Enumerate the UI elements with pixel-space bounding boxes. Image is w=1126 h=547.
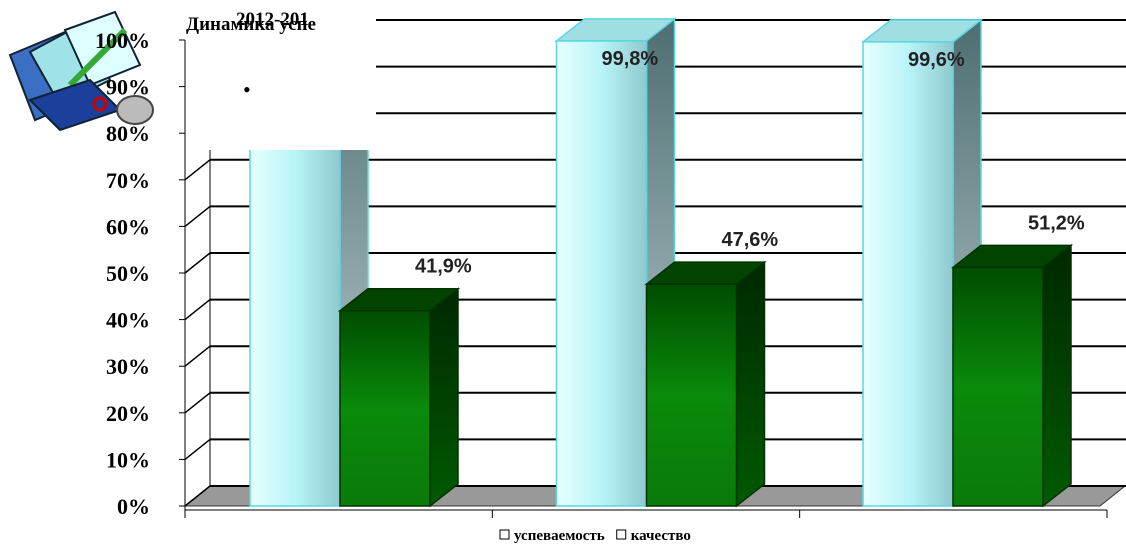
bar <box>644 260 767 508</box>
y-tick-label: 90% <box>106 75 150 100</box>
y-tick-label: 70% <box>106 168 150 193</box>
bar-front <box>645 283 738 507</box>
value-label: 99,6% <box>908 49 965 71</box>
bar <box>950 243 1074 508</box>
wall-line <box>184 252 211 274</box>
legend-marker <box>499 529 510 540</box>
bar-side <box>429 287 459 508</box>
logo-icon <box>8 10 154 132</box>
bar-front <box>339 309 431 507</box>
wall-line <box>184 485 211 507</box>
legend-label: качество <box>631 528 691 544</box>
y-tick-label: 100% <box>95 28 150 53</box>
wall-line <box>184 299 211 321</box>
y-tick-label: 40% <box>106 308 150 333</box>
wall-line <box>184 345 211 367</box>
bar-side <box>735 260 766 508</box>
legend-marker <box>616 529 627 540</box>
wall-line <box>184 205 211 227</box>
y-tick-label: 0% <box>117 494 150 519</box>
wall-line <box>184 159 211 181</box>
y-tick-label: 80% <box>106 121 150 146</box>
value-label: 51,2% <box>1028 212 1085 234</box>
bar-side <box>1042 243 1072 508</box>
y-tick-label: 60% <box>106 214 150 239</box>
bar-front <box>862 41 954 507</box>
chart-title: Динамика успе <box>186 14 316 35</box>
axes: 0% 10% 20% 30% 40% 50% 60% 70% 80% 90% 100% успевае… <box>95 28 1108 544</box>
annotation: • <box>243 77 251 102</box>
value-label: 99,8% <box>602 48 659 70</box>
chart-subtitle: 2012-201 <box>236 9 309 30</box>
value-label: 41,9% <box>415 256 472 278</box>
y-tick-label: 50% <box>106 261 150 286</box>
bar-front <box>952 266 1044 507</box>
legend-label: успеваемость <box>514 528 605 544</box>
y-tick-label: 30% <box>106 354 150 379</box>
wall-line <box>184 392 211 414</box>
wall-line <box>184 438 211 460</box>
y-tick-label: 10% <box>106 447 150 472</box>
value-label: 47,6% <box>722 229 779 251</box>
y-tick-label: 20% <box>106 401 150 426</box>
bar <box>337 287 461 508</box>
bars: 41,9% 99,8% 47,6% 99,6% 51,2% <box>247 16 1085 508</box>
bar-front <box>555 40 648 507</box>
